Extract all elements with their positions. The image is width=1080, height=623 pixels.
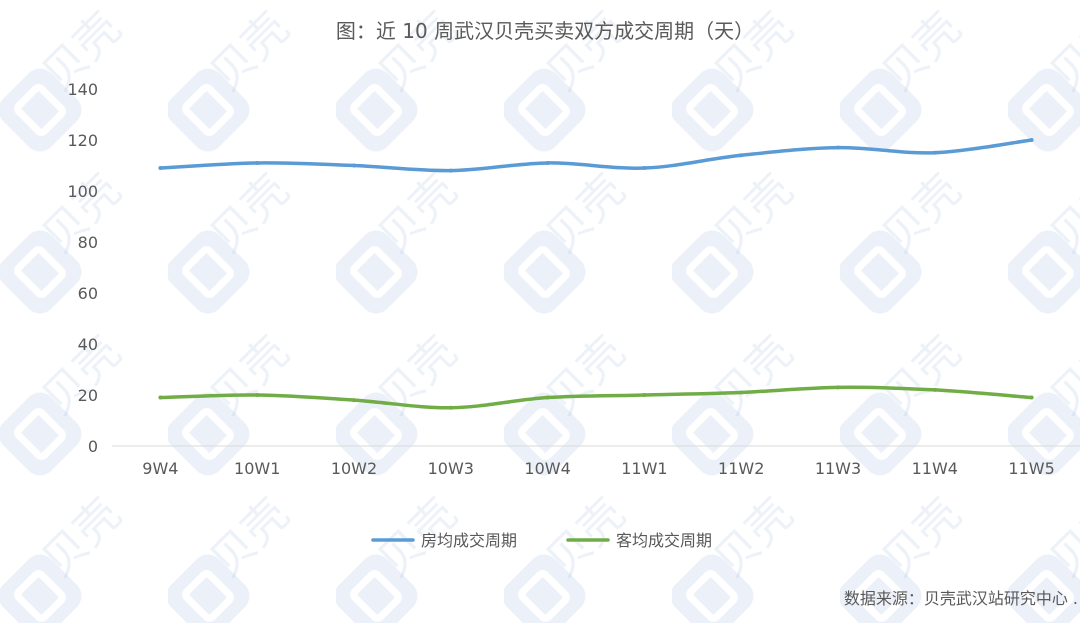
data-point	[932, 150, 937, 155]
y-tick-label: 80	[78, 233, 98, 252]
data-point	[158, 395, 163, 400]
y-tick-label: 120	[67, 131, 98, 150]
x-tick-label: 11W3	[815, 459, 861, 478]
x-tick-label: 10W4	[524, 459, 570, 478]
data-point	[545, 395, 550, 400]
data-point	[739, 390, 744, 395]
data-point	[642, 166, 647, 171]
series-line-2	[158, 385, 1034, 410]
y-tick-label: 0	[88, 437, 98, 456]
x-tick-label: 11W2	[718, 459, 764, 478]
legend-label: 房均成交周期	[421, 531, 517, 550]
chart-title: 图：近 10 周武汉贝壳买卖双方成交周期（天）	[336, 19, 754, 43]
data-point	[352, 163, 356, 168]
data-point	[158, 166, 163, 171]
data-point	[836, 145, 840, 150]
data-point	[739, 153, 744, 158]
data-point	[836, 385, 840, 390]
x-tick-label: 10W3	[428, 459, 474, 478]
x-tick-label: 11W1	[621, 459, 667, 478]
x-axis: 9W4 10W1 10W2 10W3 10W4 11W1 11W2 11W3 11W4 11W5	[142, 459, 1054, 478]
y-tick-label: 40	[78, 335, 98, 354]
data-point	[448, 168, 453, 173]
data-point	[932, 387, 937, 392]
x-tick-label: 10W2	[331, 459, 377, 478]
source-note: 数据来源：贝壳武汉站研究中心 .	[844, 589, 1078, 608]
x-tick-label: 10W1	[234, 459, 280, 478]
y-tick-label: 20	[78, 386, 98, 405]
legend: 房均成交周期 客均成交周期	[371, 531, 712, 550]
x-tick-label: 11W5	[1008, 459, 1054, 478]
x-tick-label: 9W4	[142, 459, 178, 478]
y-axis: 0 20 40 60 80 100 120 140	[67, 80, 98, 456]
y-tick-label: 60	[78, 284, 98, 303]
data-point	[545, 160, 550, 165]
x-tick-label: 11W4	[912, 459, 958, 478]
y-tick-label: 140	[67, 80, 98, 99]
data-point	[255, 160, 260, 165]
data-point	[642, 393, 647, 397]
data-point	[1029, 395, 1034, 400]
data-point	[352, 398, 356, 403]
y-tick-label: 100	[67, 182, 98, 201]
series-layer	[158, 138, 1034, 410]
legend-label: 客均成交周期	[616, 531, 712, 550]
data-point	[1029, 138, 1034, 142]
data-point	[255, 393, 260, 397]
series-line-1	[158, 138, 1034, 173]
data-point	[448, 405, 453, 410]
